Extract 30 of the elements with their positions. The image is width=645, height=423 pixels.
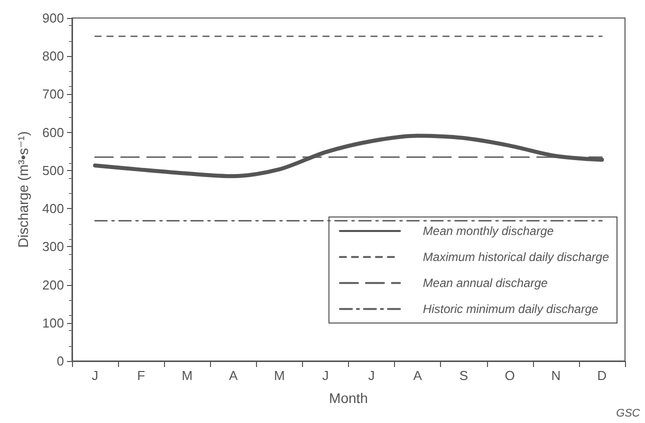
y-tick-label: 200 [42, 277, 64, 292]
legend-label: Mean monthly discharge [422, 224, 554, 238]
y-axis-title: Discharge (m³•s⁻¹) [15, 131, 31, 248]
line-series [93, 134, 604, 178]
legend-label: Maximum historical daily discharge [422, 250, 610, 264]
x-tick-label: F [137, 368, 146, 383]
x-axis-title: Month [329, 390, 368, 406]
x-tick-label: M [182, 368, 193, 383]
y-tick-label: 700 [42, 86, 64, 102]
x-tick-label: J [368, 368, 375, 383]
y-tick-label: 600 [42, 124, 64, 140]
x-tick-label: D [597, 368, 607, 383]
x-tick-label: N [551, 368, 561, 383]
y-tick-label: 300 [42, 239, 64, 254]
y-tick-label: 0 [56, 354, 64, 368]
x-tick-label: A [228, 368, 238, 383]
x-tick-label: A [413, 368, 422, 383]
y-tick-label: 800 [42, 48, 64, 64]
x-tick-label: S [459, 368, 468, 383]
y-tick-label: 900 [42, 10, 64, 26]
x-tick-label: J [92, 368, 98, 383]
legend-label: Historic minimum daily discharge [422, 302, 599, 316]
x-tick-label: O [504, 368, 515, 383]
text: GSC [616, 408, 640, 420]
x-tick-label: M [274, 368, 285, 383]
y-tick-label: 500 [42, 162, 64, 178]
legend-label: Mean annual discharge [422, 276, 548, 290]
x-tick-label: J [322, 368, 329, 383]
y-tick-label: 100 [42, 315, 64, 330]
y-tick-label: 400 [42, 201, 64, 216]
